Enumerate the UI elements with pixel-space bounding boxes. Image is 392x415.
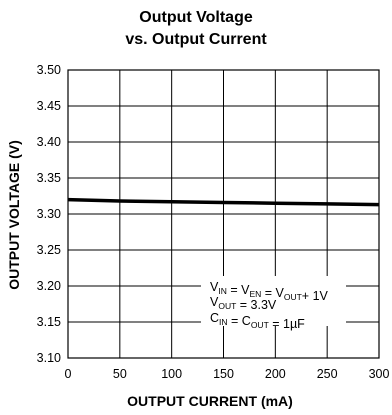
y-tick-label: 3.45 <box>37 99 61 113</box>
y-tick-label: 3.35 <box>37 171 61 185</box>
x-tick-label: 300 <box>369 367 390 381</box>
x-tick-labels: 0 50 100 150 200 250 300 <box>65 367 390 381</box>
y-tick-label: 3.40 <box>37 135 61 149</box>
chart-title-line1: Output Voltage <box>139 9 253 26</box>
y-tick-label: 3.20 <box>37 279 61 293</box>
x-axis-label: OUTPUT CURRENT (mA) <box>127 393 293 409</box>
annotation-box <box>201 276 346 326</box>
chart-title-line2: vs. Output Current <box>125 31 267 48</box>
plot-frame <box>67 69 380 359</box>
y-tick-label: 3.25 <box>37 243 61 257</box>
x-tick-label: 50 <box>113 367 127 381</box>
y-tick-label: 3.30 <box>37 207 61 221</box>
x-tick-label: 100 <box>161 367 182 381</box>
series-line <box>67 197 380 207</box>
y-tick-label: 3.10 <box>37 351 61 365</box>
y-tick-label: 3.15 <box>37 315 61 329</box>
annotation-line2: VOUT = 3.3V <box>210 295 277 312</box>
annotation-line3: CIN = COUT = 1µF <box>210 311 305 331</box>
y-tick-label: 3.50 <box>37 63 61 77</box>
annotation-line1: VIN = VEN = VOUT+ 1V <box>210 280 329 303</box>
x-tick-label: 200 <box>265 367 286 381</box>
series-group <box>67 197 380 207</box>
x-tick-label: 150 <box>213 367 234 381</box>
x-tick-label: 250 <box>317 367 338 381</box>
y-axis-label: OUTPUT VOLTAGE (V) <box>6 140 22 290</box>
y-tick-labels: 3.10 3.15 3.20 3.25 3.30 3.35 3.40 3.45 3.50 <box>37 63 61 365</box>
x-tick-label: 0 <box>65 367 72 381</box>
